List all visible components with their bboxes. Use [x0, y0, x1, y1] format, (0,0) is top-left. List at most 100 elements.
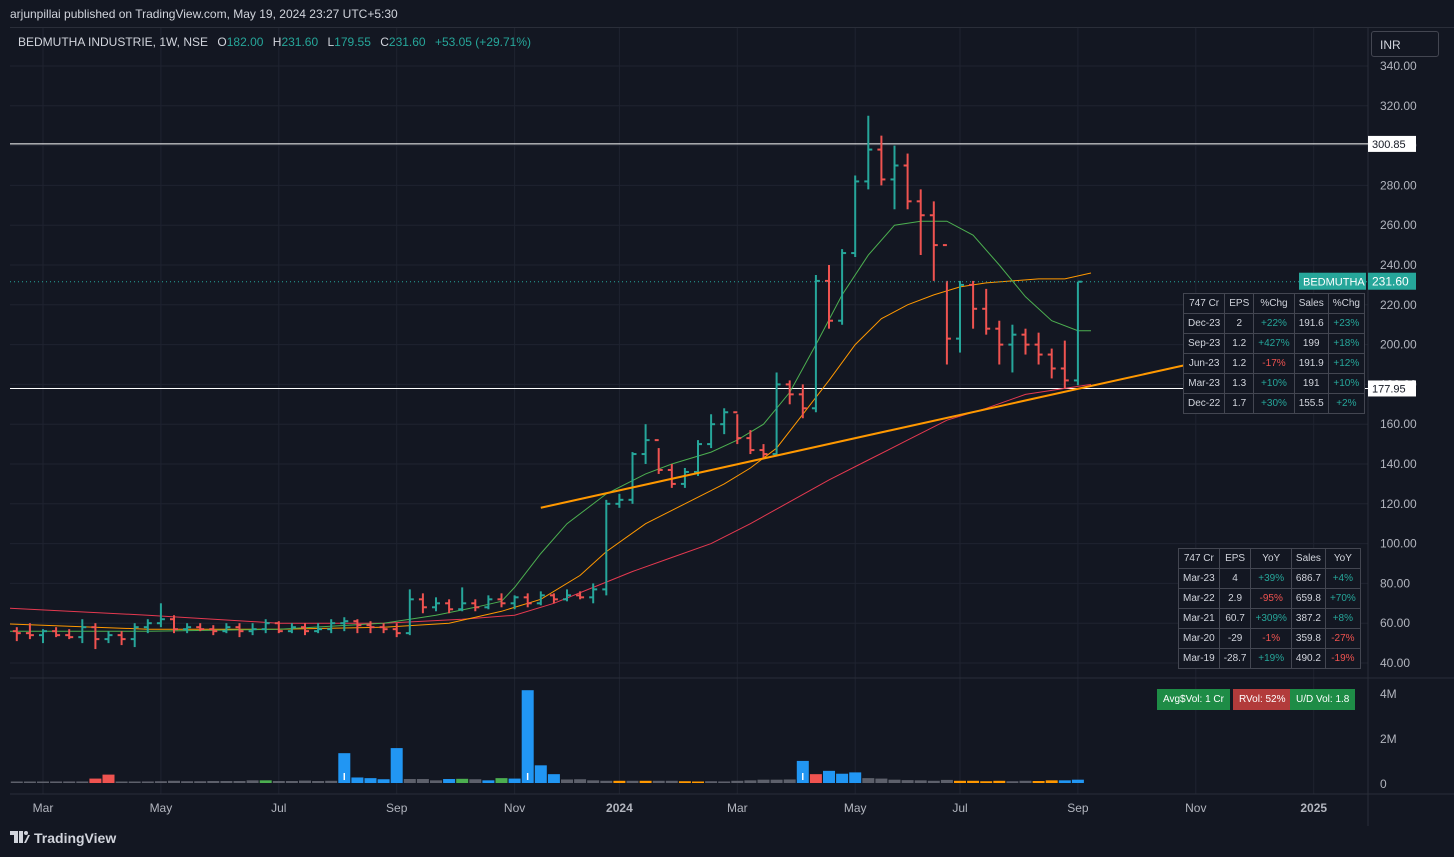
volume-bar [508, 778, 521, 783]
volume-bar [364, 778, 377, 783]
table-header-cell: %Chg [1253, 293, 1295, 314]
table-cell: 387.2 [1290, 608, 1326, 629]
earnings-marker: I [343, 772, 346, 783]
volume-bar [954, 780, 966, 783]
volume-bar [285, 781, 298, 783]
x-tick-label: Jul [952, 801, 967, 815]
table-cell: 191.9 [1293, 353, 1329, 374]
table-row: Mar-23 4 +39% 686.7 +4% [1178, 568, 1361, 589]
y-tick-label: 40.00 [1380, 656, 1410, 670]
table-cell: +23% [1327, 313, 1365, 334]
table-cell: +427% [1253, 333, 1295, 354]
table-cell: 2.9 [1218, 588, 1252, 609]
tradingview-logo[interactable]: TradingView [10, 830, 116, 846]
legend-high: 231.60 [281, 35, 319, 49]
volume-bar [299, 780, 311, 783]
level-price-label: 177.95 [1372, 383, 1406, 395]
volume-bar [770, 779, 783, 783]
volume-bar [430, 780, 442, 783]
volume-bar [1019, 780, 1032, 783]
volume-bar [377, 779, 390, 783]
table-cell: +309% [1250, 608, 1292, 629]
volume-bar [783, 779, 796, 783]
legend-change: +53.05 (+29.71%) [434, 35, 532, 49]
table-row: Dec-22 1.7 +30% 155.5 +2% [1182, 393, 1365, 414]
table-row: Mar-22 2.9 -95% 659.8 +70% [1178, 588, 1361, 609]
table-cell: Jun-23 [1182, 353, 1226, 374]
volume-bar [849, 772, 862, 783]
table-cell: -27% [1324, 628, 1361, 649]
y-tick-label: 200.00 [1380, 338, 1417, 352]
table-cell: Sep-23 [1182, 333, 1226, 354]
table-header-cell: EPS [1224, 293, 1255, 314]
table-header-cell: %Chg [1327, 293, 1365, 314]
published-credit: arjunpillai published on TradingView.com… [10, 7, 398, 21]
table-row: Mar-19 -28.7 +19% 490.2 -19% [1178, 648, 1361, 669]
currency-selector[interactable]: INR [1371, 31, 1439, 57]
table-cell: -17% [1253, 353, 1295, 374]
chart-area[interactable]: 340.00320.00300.00280.00260.00240.00220.… [10, 27, 1454, 826]
y-tick-label: 80.00 [1380, 576, 1410, 590]
table-cell: +10% [1327, 373, 1365, 394]
volume-bar [128, 781, 141, 783]
volume-bar [823, 770, 835, 783]
volume-bar [181, 781, 194, 783]
table-cell: 191 [1293, 373, 1329, 394]
volume-bar [1058, 780, 1071, 783]
earnings-marker: I [526, 772, 529, 783]
legend-h-label: H [272, 35, 282, 49]
volume-bar [574, 779, 587, 783]
volume-bar [967, 780, 980, 783]
tradingview-logo-text: TradingView [34, 830, 117, 846]
y-tick-label: 100.00 [1380, 537, 1417, 551]
table-header-cell: EPS [1218, 548, 1252, 569]
volume-bar [862, 778, 875, 783]
volume-bar [980, 781, 993, 783]
volume-bar [312, 781, 325, 783]
volume-bar [338, 753, 351, 783]
table-cell: Mar-22 [1178, 588, 1220, 609]
volume-bar [207, 781, 220, 783]
volume-bar [469, 779, 482, 783]
volume-bar [1071, 779, 1084, 783]
symbol-tag [1299, 272, 1366, 290]
x-tick-label: Sep [386, 801, 408, 815]
table-cell: 2 [1224, 313, 1255, 334]
volume-bar [102, 774, 115, 783]
volume-bar [10, 781, 23, 783]
table-cell: 60.7 [1218, 608, 1252, 629]
x-tick-label: 2024 [606, 801, 633, 815]
table-cell: 199 [1293, 333, 1329, 354]
volume-bar [141, 781, 154, 783]
table-cell: Mar-20 [1178, 628, 1220, 649]
table-cell: +8% [1324, 608, 1361, 629]
quarterly-earnings-table: 747 Cr EPS %Chg Sales %Chg Dec-23 2 +22% 191.6 +2… [1182, 293, 1365, 414]
volume-bar [665, 780, 678, 783]
symbol-legend: BEDMUTHA INDUSTRIE, 1W, NSE O182.00 H231… [18, 35, 531, 49]
table-header-cell: YoY [1250, 548, 1292, 569]
relative-volume-badge: RVol: 52% [1233, 689, 1292, 710]
volume-bar [1006, 781, 1019, 783]
volume-bar [76, 781, 89, 783]
volume-bar [744, 780, 757, 783]
table-cell: +10% [1253, 373, 1295, 394]
table-cell: 490.2 [1290, 648, 1326, 669]
y-tick-label: 160.00 [1380, 417, 1417, 431]
table-row: Jun-23 1.2 -17% 191.9 +12% [1182, 353, 1365, 374]
table-cell: 155.5 [1293, 393, 1329, 414]
price-chart[interactable]: 340.00320.00300.00280.00260.00240.00220.… [10, 28, 1454, 826]
volume-bar [154, 781, 167, 783]
volume-bar [1045, 780, 1058, 783]
table-cell: 1.3 [1224, 373, 1255, 394]
table-cell: +30% [1253, 393, 1295, 414]
symbol-tag-label: BEDMUTHA [1303, 277, 1365, 289]
table-header-cell: Sales [1290, 548, 1326, 569]
volume-bar [613, 780, 626, 783]
table-cell: Mar-21 [1178, 608, 1220, 629]
x-tick-label: Jul [271, 801, 286, 815]
volume-bar [731, 780, 744, 783]
legend-c-label: C [380, 35, 389, 49]
up-down-volume-badge: U/D Vol: 1.8 [1290, 689, 1356, 710]
y-tick-label: 280.00 [1380, 178, 1417, 192]
table-cell: Mar-19 [1178, 648, 1220, 669]
